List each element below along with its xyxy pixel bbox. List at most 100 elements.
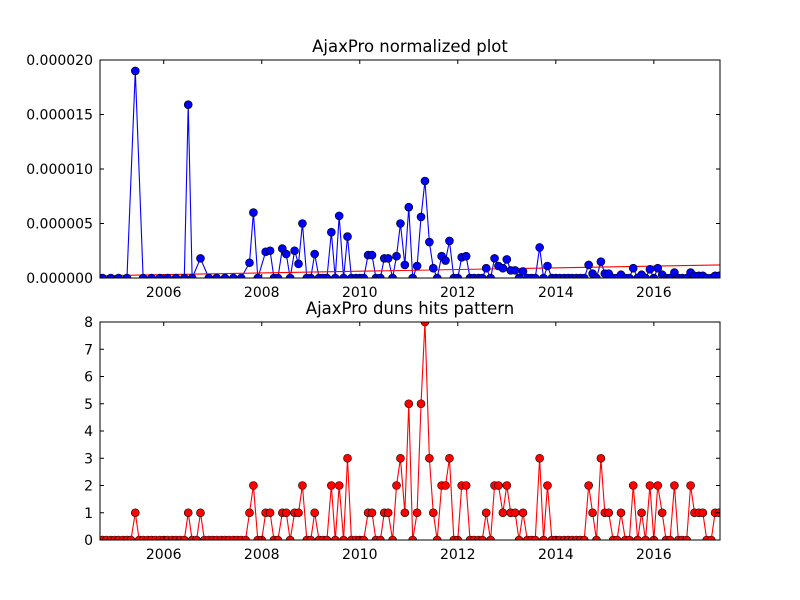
duns-hits-x-tick-label: 2016 (636, 547, 672, 563)
duns-hits-series-0-point (539, 535, 548, 540)
normalized-x-tick-label: 2006 (146, 285, 182, 301)
duns-hits-series-0-point (706, 535, 716, 540)
normalized-series-0-point (130, 66, 140, 76)
normalized-series-0-point (245, 258, 254, 268)
duns-hits-series-0-point (628, 481, 638, 490)
normalized-series-0-point (441, 256, 450, 265)
duns-hits-series-0-point (383, 508, 393, 518)
duns-hits-series-0-point (494, 481, 503, 490)
normalized-series-1-line (100, 264, 720, 277)
duns-hits-series-0-point (294, 508, 303, 518)
normalized-series-0-point (714, 271, 720, 278)
duns-hits-series-0-point (461, 481, 471, 490)
duns-hits-series-0-point (616, 508, 626, 518)
normalized-series-0-point (628, 263, 638, 273)
duns-hits-series-0-point (400, 508, 410, 518)
duns-hits-series-0-point (249, 481, 258, 490)
normalized-series-0-point (155, 273, 165, 278)
duns-hits-series-0-point (686, 481, 695, 490)
normalized-series-0-point (396, 219, 405, 228)
normalized-series-0-point (535, 243, 544, 252)
normalized-x-tick-label: 2010 (342, 285, 378, 301)
duns-hits-series-0-point (530, 535, 540, 540)
duns-hits-series-0-point (416, 399, 426, 409)
normalized-series-0-point (249, 208, 258, 217)
normalized-series-0-point (327, 227, 336, 237)
normalized-series-0-point (343, 232, 352, 241)
duns-hits-x-tick-label: 2012 (440, 547, 476, 563)
normalized-x-tick-label: 2012 (440, 285, 476, 301)
normalized-series-0-point (334, 211, 344, 221)
duns-hits-series-0-point (339, 535, 348, 540)
normalized-series-0-point (510, 266, 520, 275)
duns-hits-y-tick-label: 3 (84, 451, 93, 467)
normalized-series-0-point (229, 273, 238, 278)
duns-hits-series-0-point (310, 508, 319, 518)
duns-hits-series-0-point (625, 535, 634, 540)
duns-hits-series-0-point (510, 508, 520, 518)
normalized-y-tick-label: 0.000000 (26, 271, 93, 287)
duns-hits-series-0-point (388, 535, 397, 540)
duns-hits-series-0-point (392, 481, 401, 490)
normalized-series-0-point (392, 251, 401, 261)
normalized-series-0-point (306, 273, 316, 278)
duns-hits-series-0-point (441, 481, 450, 490)
normalized-series-0-point (445, 236, 454, 246)
normalized-series-0-point (183, 100, 193, 109)
duns-hits-series-0-point (192, 535, 201, 540)
duns-hits-series-0-point (657, 508, 667, 518)
normalized-series-0-point (400, 260, 410, 270)
normalized-series-0-point (359, 273, 368, 278)
normalized-series-0-point (220, 273, 230, 278)
duns-hits-series-0-point (412, 508, 422, 518)
duns-hits-series-0-point (604, 508, 614, 518)
normalized-series-0-point (539, 273, 548, 278)
duns-hits-series-0-point (281, 508, 291, 518)
normalized-series-0-point (138, 273, 148, 278)
normalized-series-0-point (428, 263, 438, 273)
normalized-series-0-point (114, 273, 123, 278)
normalized-series-0-point (163, 273, 172, 278)
normalized-series-0-point (625, 273, 634, 278)
duns-hits-series-0-point (637, 508, 646, 518)
duns-hits-series-0-point (502, 481, 512, 490)
duns-hits-series-0-point (245, 508, 254, 518)
normalized-series-0-point (281, 249, 291, 259)
duns-hits-series-0-point (682, 535, 691, 540)
normalized-series-0-point (285, 273, 295, 278)
normalized-series-0-point (265, 246, 275, 256)
duns-hits-series-0-point (285, 535, 295, 540)
duns-hits-plot-title: AjaxPro duns hits pattern (306, 299, 514, 318)
normalized-y-tick-label: 0.000015 (26, 108, 93, 124)
duns-hits-y-tick-label: 6 (84, 370, 93, 386)
normalized-series-0-point (432, 273, 442, 278)
normalized-series-0-point (412, 261, 422, 271)
normalized-series-0-point (253, 273, 263, 278)
normalized-series-0-point (236, 273, 246, 278)
normalized-y-tick-label: 0.000020 (26, 53, 93, 69)
normalized-series-0-point (322, 273, 332, 278)
normalized-series-0-point (196, 254, 205, 263)
duns-hits-series-0-point (670, 481, 679, 490)
duns-hits-series-0-point (445, 453, 454, 463)
duns-hits-series-0-point (183, 508, 193, 518)
duns-hits-series-0-point (698, 508, 708, 518)
duns-hits-series-0-point (130, 508, 140, 518)
normalized-series-0-point (187, 273, 197, 278)
duns-hits-y-tick-label: 7 (84, 342, 93, 358)
normalized-series-0-point (180, 273, 189, 278)
normalized-series-0-point (530, 273, 540, 278)
normalized-series-0-point (310, 249, 319, 259)
duns-hits-y-tick-label: 5 (84, 397, 93, 413)
duns-hits-series-0-point (584, 481, 593, 490)
normalized-y-tick-label: 0.000010 (26, 162, 93, 178)
normalized-plot-title: AjaxPro normalized plot (312, 37, 508, 56)
duns-hits-series-0-point (596, 453, 606, 463)
duns-hits-series-0-point (653, 481, 663, 490)
duns-hits-series-0-point (425, 453, 434, 463)
duns-hits-series-0-point (343, 453, 352, 463)
normalized-series-0-point (592, 273, 601, 278)
normalized-series-0-point (425, 237, 434, 247)
normalized-series-0-point (416, 212, 426, 222)
